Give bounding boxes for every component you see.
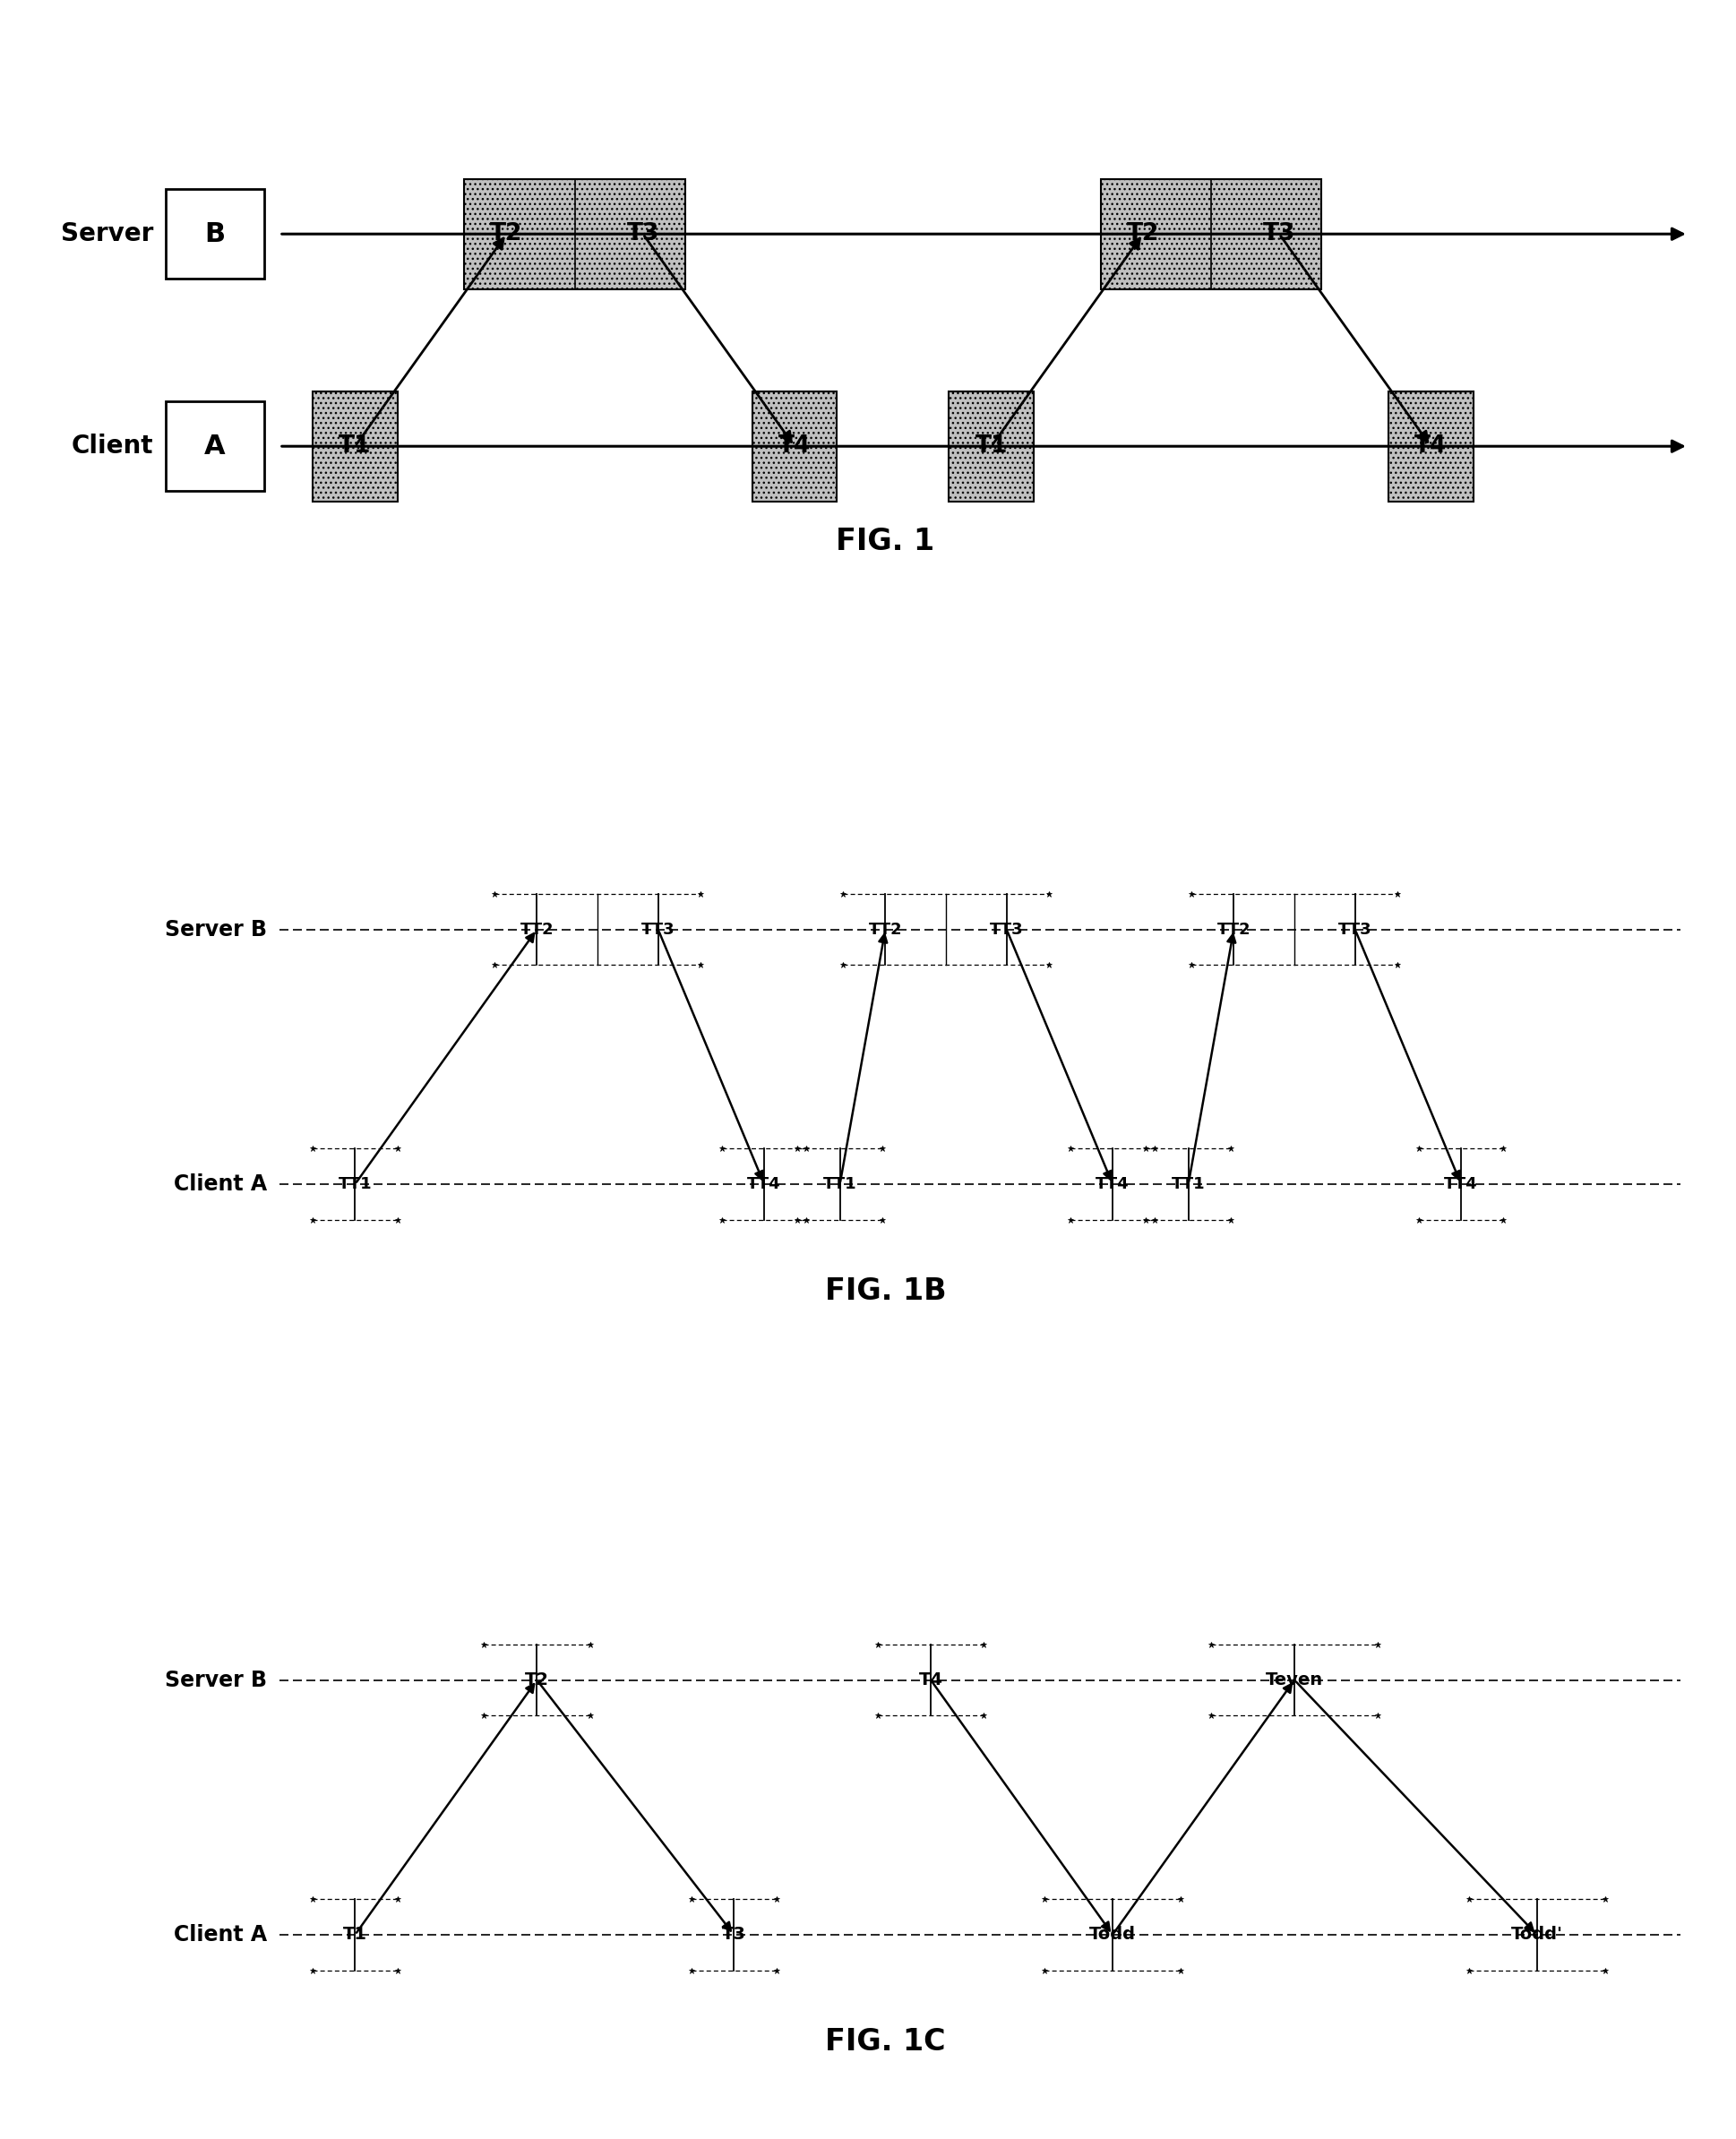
Text: Server B: Server B	[165, 918, 267, 941]
FancyBboxPatch shape	[312, 391, 398, 501]
Text: Client A: Client A	[174, 1174, 267, 1196]
Text: TT1: TT1	[339, 1176, 372, 1191]
Text: T1: T1	[339, 434, 372, 458]
Text: T4: T4	[1415, 434, 1448, 458]
Text: T2: T2	[490, 222, 523, 246]
Text: FIG. 1C: FIG. 1C	[825, 2028, 946, 2056]
Text: FIG. 1B: FIG. 1B	[825, 1277, 946, 1307]
Text: Server B: Server B	[165, 1668, 267, 1690]
Text: T2: T2	[1127, 222, 1160, 246]
Text: TT3: TT3	[990, 922, 1024, 937]
Text: Teven: Teven	[1266, 1671, 1323, 1688]
FancyBboxPatch shape	[950, 391, 1035, 501]
Text: TT2: TT2	[521, 922, 554, 937]
Text: T3: T3	[627, 222, 660, 246]
Text: TT2: TT2	[868, 922, 903, 937]
FancyBboxPatch shape	[165, 402, 264, 490]
FancyBboxPatch shape	[1101, 180, 1321, 289]
Text: Client: Client	[71, 434, 153, 458]
Text: T2: T2	[524, 1671, 549, 1688]
Text: FIG. 1: FIG. 1	[837, 526, 934, 556]
Text: TT1: TT1	[1172, 1176, 1205, 1191]
Text: TT2: TT2	[1217, 922, 1250, 937]
Text: TT3: TT3	[641, 922, 675, 937]
FancyBboxPatch shape	[464, 180, 686, 289]
FancyBboxPatch shape	[165, 190, 264, 278]
Text: T1: T1	[976, 434, 1009, 458]
Text: TT3: TT3	[1338, 922, 1371, 937]
Text: T4: T4	[778, 434, 811, 458]
Text: T3: T3	[1264, 222, 1295, 246]
FancyBboxPatch shape	[1389, 391, 1474, 501]
Text: TT4: TT4	[1095, 1176, 1130, 1191]
FancyBboxPatch shape	[752, 391, 837, 501]
Text: A: A	[205, 434, 226, 460]
Text: Server: Server	[61, 222, 153, 246]
Text: TT4: TT4	[1444, 1176, 1477, 1191]
Text: B: B	[205, 220, 226, 246]
Text: T1: T1	[344, 1927, 368, 1942]
Text: TT1: TT1	[823, 1176, 858, 1191]
Text: Todd: Todd	[1088, 1927, 1135, 1942]
Text: T3: T3	[722, 1927, 746, 1942]
Text: Todd': Todd'	[1510, 1927, 1562, 1942]
Text: Client A: Client A	[174, 1923, 267, 1946]
Text: TT4: TT4	[746, 1176, 781, 1191]
Text: T4: T4	[918, 1671, 943, 1688]
